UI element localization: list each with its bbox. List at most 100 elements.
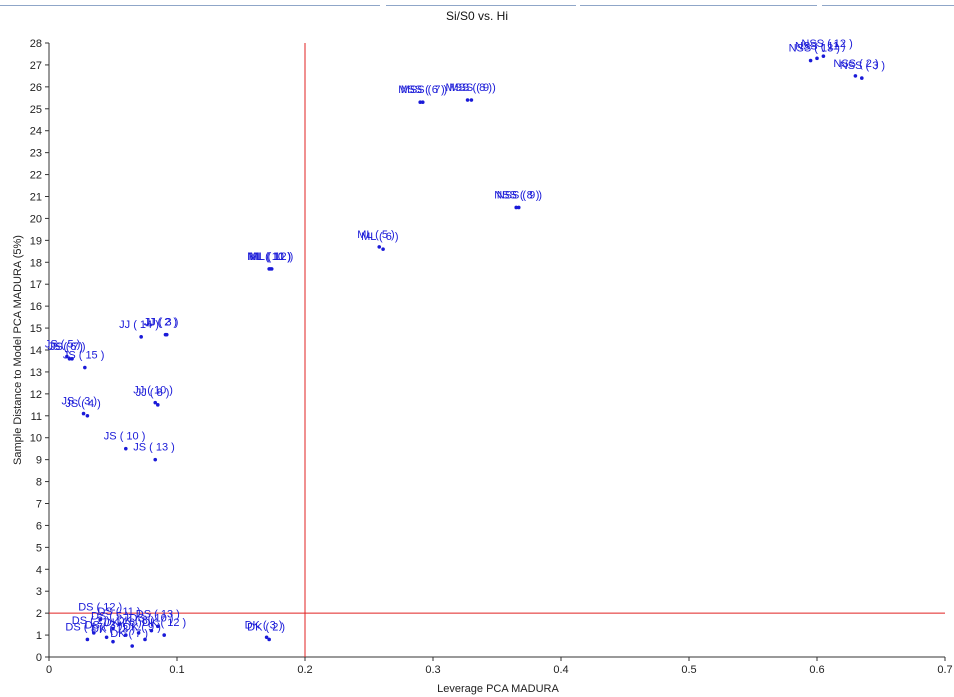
point-label: JS ( 10 ) xyxy=(104,431,146,443)
y-tick-label: 5 xyxy=(36,542,42,554)
point-label: ML ( 5 ) xyxy=(357,229,395,241)
y-tick-label: 23 xyxy=(30,148,42,160)
data-point xyxy=(139,335,143,339)
data-point xyxy=(516,205,521,210)
point-label: JS ( 5 ) xyxy=(45,339,80,351)
point-label: MSS ( 8 ) xyxy=(446,82,492,94)
chart-title: Si/S0 vs. Hi xyxy=(445,9,508,23)
y-tick-label: 10 xyxy=(30,433,42,445)
y-tick-label: 21 xyxy=(30,192,42,204)
y-tick-label: 28 xyxy=(30,38,42,50)
y-tick-label: 6 xyxy=(36,520,42,532)
point-label: DK ( 2 ) xyxy=(247,621,285,633)
x-tick-label: 0.3 xyxy=(425,664,440,676)
data-point xyxy=(117,622,122,626)
x-tick-label: 0.7 xyxy=(937,664,952,676)
data-point xyxy=(269,267,274,271)
point-label: DS ( 10 ) xyxy=(129,613,173,625)
y-tick-label: 9 xyxy=(36,455,42,467)
y-tick-label: 7 xyxy=(36,499,42,511)
x-tick-label: 0.4 xyxy=(553,664,568,676)
y-tick-label: 16 xyxy=(30,301,42,313)
point-label: JJ ( 3 ) xyxy=(145,317,179,329)
y-tick-label: 22 xyxy=(30,170,42,182)
data-point xyxy=(153,400,158,405)
data-point xyxy=(162,633,166,637)
data-point xyxy=(85,637,90,642)
point-label: JJ ( 2 ) xyxy=(143,317,177,329)
y-tick-label: 0 xyxy=(36,652,42,664)
point-label: ML ( 11 ) xyxy=(248,251,291,263)
data-point xyxy=(81,411,86,416)
y-tick-label: 18 xyxy=(30,257,42,269)
point-label: ML ( 12 ) xyxy=(250,251,294,263)
data-point xyxy=(111,626,115,631)
point-label: DS ( 12 ) xyxy=(78,602,122,614)
y-tick-label: 27 xyxy=(30,60,42,72)
point-label: DK ( 6 ) xyxy=(104,617,142,629)
y-tick-label: 4 xyxy=(36,564,42,576)
point-label: DS ( 1 ) xyxy=(65,621,103,633)
data-point xyxy=(267,637,271,642)
point-label: NSS ( 13 ) xyxy=(789,43,840,55)
point-label: JS ( 15 ) xyxy=(63,350,105,362)
y-tick-label: 20 xyxy=(30,213,42,225)
point-label: DK ( 3 ) xyxy=(245,619,283,631)
y-tick-label: 12 xyxy=(30,389,42,401)
data-point xyxy=(104,635,109,640)
x-tick-label: 0.1 xyxy=(169,664,184,676)
x-tick-label: 0.5 xyxy=(681,664,696,676)
point-label: JJ ( 8 ) xyxy=(136,387,170,399)
y-tick-label: 19 xyxy=(30,235,42,247)
data-point xyxy=(83,365,87,370)
x-tick-label: 0 xyxy=(46,664,52,676)
data-point xyxy=(130,644,134,648)
data-point xyxy=(418,100,423,105)
point-label: MSS ( 7 ) xyxy=(401,84,447,96)
y-tick-label: 11 xyxy=(31,411,42,423)
y-tick-label: 14 xyxy=(30,345,42,357)
data-point xyxy=(808,58,813,63)
point-label: NSS ( 2 ) xyxy=(833,58,878,70)
y-tick-label: 15 xyxy=(30,323,42,335)
point-label: JS ( 13 ) xyxy=(133,442,175,454)
point-label: DS ( 11 ) xyxy=(97,606,140,618)
point-label: MSS ( 6 ) xyxy=(398,84,444,96)
point-label: NSS ( 11 ) xyxy=(795,40,846,52)
point-label: NSS ( 3 ) xyxy=(840,60,885,72)
y-tick-label: 1 xyxy=(36,630,42,642)
data-point xyxy=(136,631,141,635)
data-point xyxy=(465,98,470,102)
data-point xyxy=(92,631,96,635)
point-label: DK ( 8 ) xyxy=(117,615,155,627)
point-label: JS ( 6 ) xyxy=(47,341,82,353)
point-label: JS ( 7 ) xyxy=(50,341,85,353)
data-point xyxy=(98,617,102,622)
data-point xyxy=(381,247,385,251)
y-tick-label: 26 xyxy=(30,82,42,94)
y-tick-label: 17 xyxy=(30,279,42,291)
data-point xyxy=(264,635,269,640)
y-tick-label: 8 xyxy=(36,477,42,489)
y-tick-label: 25 xyxy=(30,104,42,116)
data-point xyxy=(124,446,128,451)
point-label: DS ( 3 ) xyxy=(85,619,123,631)
data-point xyxy=(153,457,158,462)
point-label: DK ( 13 ) xyxy=(91,624,135,636)
data-point xyxy=(156,624,160,629)
y-tick-label: 13 xyxy=(30,367,42,379)
data-point xyxy=(164,332,169,337)
data-point xyxy=(469,98,474,102)
y-axis-label: Sample Distance to Model PCA MADURA (5%) xyxy=(12,235,24,465)
data-point xyxy=(821,54,826,58)
point-label: ML ( 10 ) xyxy=(247,251,291,263)
point-label: JJ ( 14 ) xyxy=(119,319,159,331)
data-point xyxy=(70,356,74,361)
point-label: NSS ( 12 ) xyxy=(801,38,852,50)
x-tick-label: 0.6 xyxy=(809,664,824,676)
data-point xyxy=(143,637,147,642)
point-label: ML ( 6 ) xyxy=(361,231,399,243)
data-point xyxy=(124,633,128,637)
point-label: DK ( 12 ) xyxy=(142,617,186,629)
